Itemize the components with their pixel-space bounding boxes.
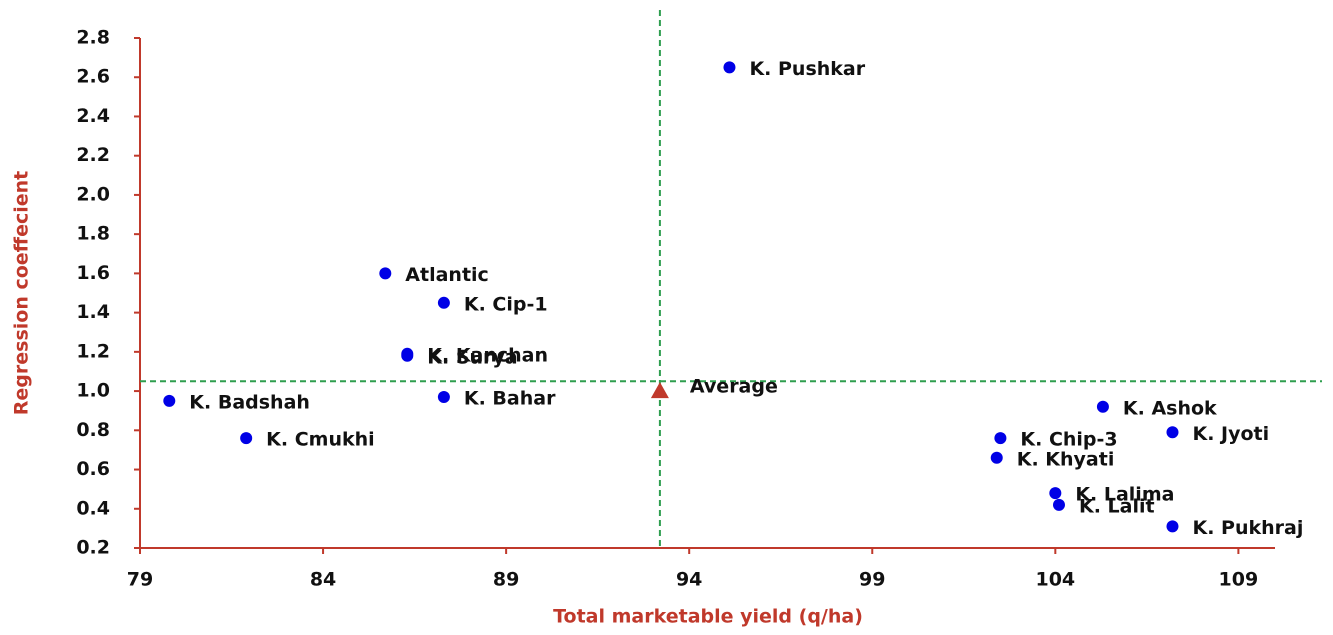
x-tick-label: 109 (1219, 569, 1259, 591)
point (1052, 498, 1065, 511)
x-tick-label: 99 (859, 569, 885, 591)
x-tick-label: 89 (493, 569, 519, 591)
y-tick-label: 2.0 (76, 183, 110, 205)
point-label: K. Badshah (189, 391, 310, 413)
average-marker (650, 382, 669, 399)
point (1049, 487, 1062, 500)
point-label: K. Cip-1 (464, 293, 548, 315)
y-tick-label: 1.6 (76, 262, 110, 284)
point (1166, 520, 1179, 533)
point (723, 61, 736, 74)
y-tick-label: 2.8 (76, 27, 110, 49)
x-tick-label: 104 (1035, 569, 1075, 591)
x-tick-label: 84 (310, 569, 336, 591)
average-label: Average (690, 376, 778, 398)
point-label: K. Kanchan (427, 344, 548, 366)
x-tick-label: 79 (127, 569, 153, 591)
point (379, 267, 392, 280)
point (1096, 400, 1109, 413)
point-label: K. Cmukhi (266, 429, 375, 451)
x-tick-label: 94 (676, 569, 702, 591)
y-tick-label: 1.4 (76, 301, 110, 323)
point (1166, 426, 1179, 439)
point-label: Atlantic (405, 264, 489, 286)
point-label: K. Pushkar (749, 58, 865, 80)
point (437, 296, 450, 309)
y-tick-label: 0.4 (76, 497, 110, 519)
x-axis-title: Total marketable yield (q/ha) (553, 606, 863, 628)
y-tick-label: 2.2 (76, 144, 110, 166)
point-label: K. Ashok (1123, 397, 1217, 419)
point-label: K. Lalit (1079, 495, 1155, 517)
point-label: K. Khyati (1017, 448, 1115, 470)
y-tick-label: 2.4 (76, 105, 110, 127)
point (240, 432, 253, 445)
point-label: K. Jyoti (1192, 423, 1269, 445)
point-label: K. Chip-3 (1020, 429, 1117, 451)
point-label: K. Lalima (1075, 484, 1174, 506)
y-tick-label: 2.6 (76, 66, 110, 88)
y-tick-label: 0.2 (76, 537, 110, 559)
point (437, 390, 450, 403)
point-label: K. Surya (427, 346, 517, 368)
point (401, 349, 414, 362)
point-label: K. Bahar (464, 387, 556, 409)
y-tick-label: 1.0 (76, 380, 110, 402)
y-tick-label: 0.8 (76, 419, 110, 441)
point (163, 394, 176, 407)
y-tick-label: 1.8 (76, 223, 110, 245)
point-label: K. Pukhraj (1192, 517, 1303, 539)
point (994, 432, 1007, 445)
y-tick-label: 1.2 (76, 340, 110, 362)
point (990, 451, 1003, 464)
y-axis-title: Regression coeffecient (11, 171, 33, 415)
y-tick-label: 0.6 (76, 458, 110, 480)
